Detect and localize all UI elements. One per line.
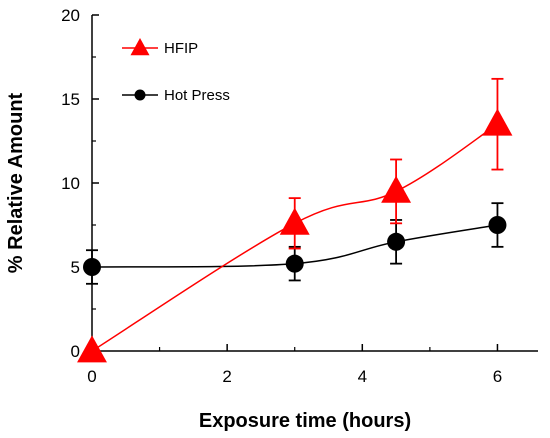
series-layer [77, 77, 513, 363]
series-hfip [77, 77, 513, 363]
data-point-hot-press [488, 216, 507, 234]
y-tick-label: 5 [71, 258, 80, 277]
y-tick-label: 10 [61, 174, 80, 193]
y-tick-label: 15 [61, 90, 80, 109]
legend-item-hfip: HFIP [122, 38, 198, 57]
legend-marker-hot-press [134, 89, 146, 101]
data-point-hot-press [285, 254, 304, 273]
data-point-hot-press [387, 232, 406, 251]
y-tick-label: 20 [61, 6, 80, 25]
legend-label-hot-press: Hot Press [164, 87, 230, 104]
x-tick-label: 2 [222, 367, 231, 386]
x-tick-label: 6 [493, 367, 502, 386]
series-hot-press [83, 202, 507, 285]
data-point-hfip [381, 175, 412, 203]
series-line-hot-press [91, 224, 498, 268]
y-axis-title: % Relative Amount [5, 92, 27, 273]
data-point-hfip [279, 207, 310, 235]
data-point-hfip [482, 108, 513, 136]
data-point-hot-press [83, 258, 101, 276]
x-tick-label: 0 [87, 367, 96, 386]
legend: HFIP Hot Press [122, 38, 230, 104]
legend-marker-hfip [130, 38, 150, 56]
x-tick-label: 4 [358, 367, 367, 386]
data-point-hfip [77, 335, 107, 363]
axes [91, 15, 538, 352]
legend-item-hot-press: Hot Press [122, 87, 230, 104]
x-axis-title: Exposure time (hours) [199, 410, 411, 432]
y-tick-label: 0 [71, 342, 80, 361]
ticks: 0 5 10 15 20 0 2 4 6 [61, 6, 502, 386]
series-line-hfip [91, 123, 498, 352]
legend-label-hfip: HFIP [164, 40, 198, 57]
